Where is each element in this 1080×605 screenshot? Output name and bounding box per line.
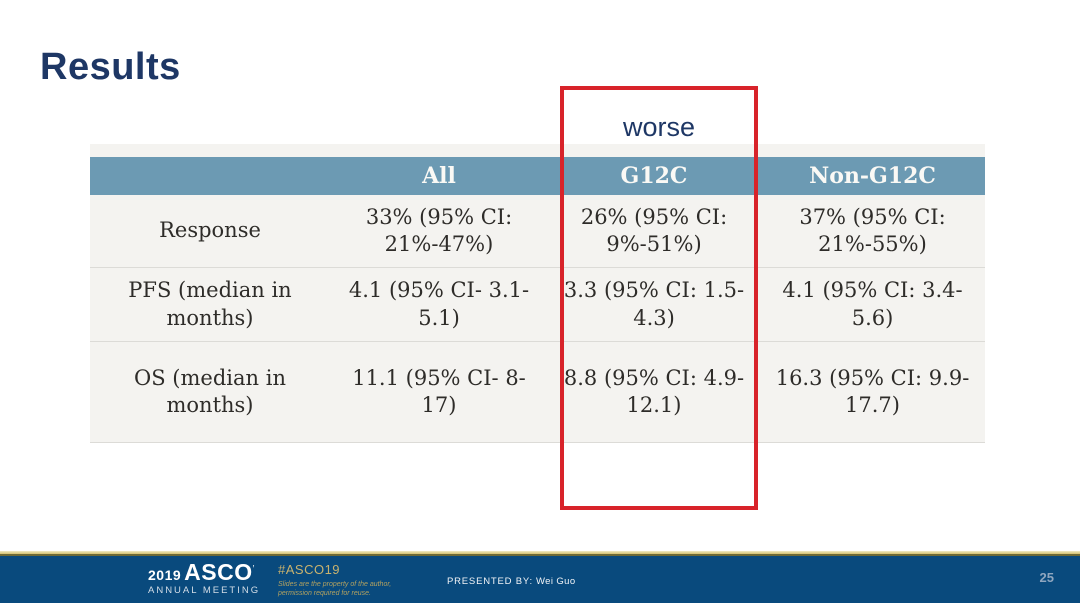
- logo-trademark: ʼ: [252, 564, 255, 574]
- presented-by-label: PRESENTED BY:: [447, 576, 533, 587]
- table-row: PFS (median in months) 4.1 (95% CI- 3.1-…: [90, 267, 985, 341]
- hashtag: #ASCO19: [278, 562, 341, 577]
- page-number: 25: [1039, 570, 1054, 585]
- cell-response-all: 33% (95% CI: 21%-47%): [365, 204, 513, 256]
- row-label-pfs: PFS (median in months): [128, 278, 292, 330]
- cell-pfs-all: 4.1 (95% CI- 3.1-5.1): [348, 278, 530, 330]
- table-row: Response 33% (95% CI: 21%-47%) 26% (95% …: [90, 195, 985, 267]
- asco-annual-meeting-logo: 2019 ASCO ʼ ANNUAL MEETING: [148, 561, 260, 596]
- cell-os-all: 11.1 (95% CI- 8-17): [352, 365, 526, 417]
- cell-response-g12c: 26% (95% CI: 9%-51%): [580, 204, 728, 256]
- presented-by: PRESENTED BY: Wei Guo: [447, 576, 576, 587]
- results-table: All G12C Non-G12C Response 33% (95% CI: …: [90, 144, 985, 443]
- header-cell-g12c: G12C: [620, 163, 688, 189]
- page-title: Results: [40, 46, 181, 88]
- cell-pfs-non-g12c: 4.1 (95% CI: 3.4-5.6): [782, 278, 963, 330]
- presenter-name: Wei Guo: [535, 576, 576, 587]
- table-header-row: All G12C Non-G12C: [90, 157, 985, 195]
- header-cell-non-g12c: Non-G12C: [809, 163, 936, 189]
- logo-year: 2019: [148, 567, 182, 583]
- cell-pfs-g12c: 3.3 (95% CI: 1.5-4.3): [563, 278, 745, 330]
- disclaimer-line-2: permission required for reuse.: [278, 590, 371, 598]
- slide-footer: 2019 ASCO ʼ ANNUAL MEETING #ASCO19 Slide…: [0, 551, 1080, 605]
- g12c-highlight-box: [560, 86, 758, 510]
- disclaimer-line-1: Slides are the property of the author,: [278, 580, 392, 588]
- hashtag-block: #ASCO19 Slides are the property of the a…: [278, 562, 391, 598]
- cell-response-non-g12c: 37% (95% CI: 21%-55%): [799, 204, 946, 256]
- logo-subtitle: ANNUAL MEETING: [148, 585, 261, 596]
- cell-os-non-g12c: 16.3 (95% CI: 9.9-17.7): [775, 365, 970, 417]
- row-label-os: OS (median in months): [134, 365, 286, 417]
- header-cell-all: All: [422, 163, 456, 189]
- worse-annotation: worse: [622, 112, 696, 142]
- footer-bar: 2019 ASCO ʼ ANNUAL MEETING #ASCO19 Slide…: [0, 556, 1080, 603]
- row-label-response: Response: [159, 218, 261, 243]
- footer-gold-divider: [0, 551, 1080, 556]
- cell-os-g12c: 8.8 (95% CI: 4.9-12.1): [563, 365, 745, 417]
- table-row: OS (median in months) 11.1 (95% CI- 8-17…: [90, 341, 985, 442]
- logo-org: ASCO: [184, 559, 253, 585]
- disclaimer-text: Slides are the property of the author, p…: [278, 580, 391, 599]
